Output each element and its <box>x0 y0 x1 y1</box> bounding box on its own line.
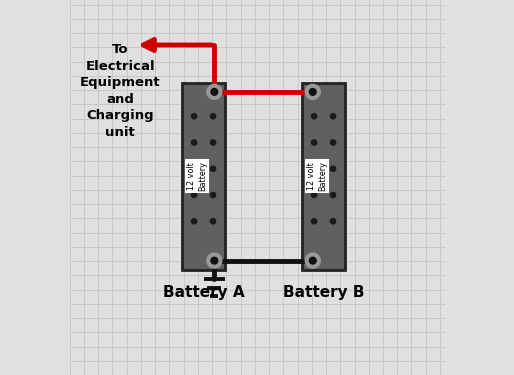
Text: 12 volt
Battery: 12 volt Battery <box>307 161 327 191</box>
Circle shape <box>210 114 216 119</box>
Circle shape <box>191 166 197 171</box>
Circle shape <box>311 140 317 145</box>
Text: 12 volt
Battery: 12 volt Battery <box>188 161 207 191</box>
Circle shape <box>210 219 216 224</box>
Circle shape <box>305 253 320 268</box>
Circle shape <box>211 88 218 95</box>
Bar <box>182 82 225 270</box>
Circle shape <box>207 253 222 268</box>
Circle shape <box>311 114 317 119</box>
Circle shape <box>331 114 336 119</box>
Circle shape <box>191 140 197 145</box>
Circle shape <box>210 192 216 198</box>
Text: Battery B: Battery B <box>283 285 364 300</box>
Text: Battery A: Battery A <box>163 285 244 300</box>
Circle shape <box>191 114 197 119</box>
Circle shape <box>311 166 317 171</box>
Circle shape <box>211 257 218 264</box>
Circle shape <box>210 166 216 171</box>
Circle shape <box>191 219 197 224</box>
Text: To
Electrical
Equipment
and
Charging
unit: To Electrical Equipment and Charging uni… <box>80 43 160 139</box>
Circle shape <box>305 84 320 99</box>
Circle shape <box>331 219 336 224</box>
Circle shape <box>309 88 316 95</box>
Circle shape <box>311 192 317 198</box>
Circle shape <box>311 219 317 224</box>
Circle shape <box>210 140 216 145</box>
Circle shape <box>207 84 222 99</box>
Circle shape <box>331 192 336 198</box>
Circle shape <box>331 166 336 171</box>
Circle shape <box>331 140 336 145</box>
Bar <box>302 82 345 270</box>
Circle shape <box>191 192 197 198</box>
Circle shape <box>309 257 316 264</box>
